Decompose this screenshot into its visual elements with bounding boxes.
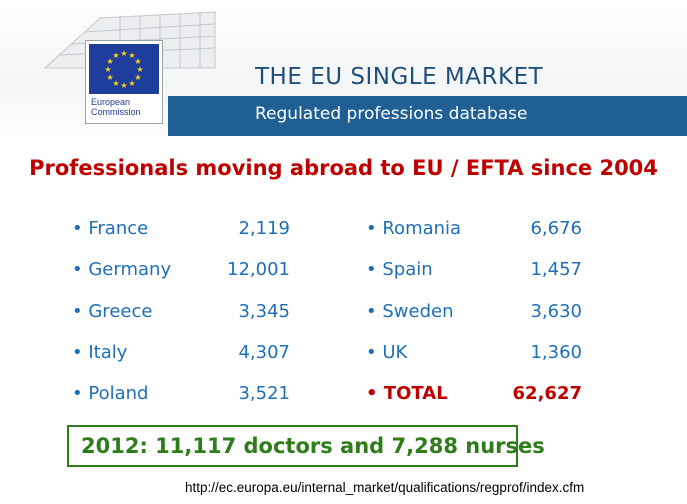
country-name: • Poland: [72, 383, 149, 404]
country-row-poland: • Poland 3,521: [72, 383, 290, 407]
total-row: • TOTAL 62,627: [366, 383, 582, 407]
country-row-romania: • Romania 6,676: [366, 218, 582, 242]
flag-star-icon: ★: [128, 51, 135, 60]
flag-star-icon: ★: [112, 51, 119, 60]
eu-flag-icon: ★ ★ ★ ★ ★ ★ ★ ★ ★ ★ ★ ★: [89, 44, 159, 94]
country-value: 1,360: [530, 342, 582, 363]
page-subtitle: Regulated professions database: [255, 104, 528, 124]
flag-star-icon: ★: [104, 65, 111, 74]
country-row-uk: • UK 1,360: [366, 342, 582, 366]
country-name: • Italy: [72, 342, 128, 363]
country-name: • Greece: [72, 301, 153, 322]
logo-org-line-2: Commission: [91, 107, 141, 117]
country-value: 4,307: [238, 342, 290, 363]
country-row-italy: • Italy 4,307: [72, 342, 290, 366]
flag-star-icon: ★: [107, 57, 114, 66]
flag-star-icon: ★: [120, 81, 127, 90]
subtitle-bar: Regulated professions database: [168, 96, 687, 136]
logo-org-line-1: European: [91, 97, 131, 107]
logo-org-name: European Commission: [91, 97, 141, 117]
flag-star-icon: ★: [136, 65, 143, 74]
country-name: • Romania: [366, 218, 462, 239]
slide-headline: Professionals moving abroad to EU / EFTA…: [29, 156, 658, 180]
country-row-spain: • Spain 1,457: [366, 259, 582, 283]
country-value: 3,345: [238, 301, 290, 322]
country-name: • Spain: [366, 259, 433, 280]
country-row-germany: • Germany 12,001: [72, 259, 290, 283]
country-name: • UK: [366, 342, 408, 363]
country-name: • Sweden: [366, 301, 454, 322]
country-row-greece: • Greece 3,345: [72, 301, 290, 325]
page-title: THE EU SINGLE MARKET: [255, 64, 544, 90]
flag-star-icon: ★: [134, 73, 141, 82]
country-row-france: • France 2,119: [72, 218, 290, 242]
flag-star-icon: ★: [107, 73, 114, 82]
country-name: • Germany: [72, 259, 172, 280]
country-value: 12,001: [227, 259, 290, 280]
country-value: 2,119: [238, 218, 290, 239]
total-value: 62,627: [512, 383, 582, 404]
flag-star-icon: ★: [134, 57, 141, 66]
country-name: • France: [72, 218, 149, 239]
european-commission-logo: ★ ★ ★ ★ ★ ★ ★ ★ ★ ★ ★ ★ European Commission: [85, 40, 163, 124]
source-url: http://ec.europa.eu/internal_market/qual…: [185, 480, 585, 495]
flag-star-icon: ★: [112, 79, 119, 88]
country-value: 1,457: [530, 259, 582, 280]
country-row-sweden: • Sweden 3,630: [366, 301, 582, 325]
highlight-text: 2012: 11,117 doctors and 7,288 nurses: [81, 434, 545, 458]
flag-star-icon: ★: [120, 49, 127, 58]
country-value: 3,521: [238, 383, 290, 404]
country-value: 6,676: [530, 218, 582, 239]
highlight-box: 2012: 11,117 doctors and 7,288 nurses: [67, 425, 545, 467]
country-value: 3,630: [530, 301, 582, 322]
total-label: • TOTAL: [366, 383, 448, 404]
flag-star-icon: ★: [128, 79, 135, 88]
